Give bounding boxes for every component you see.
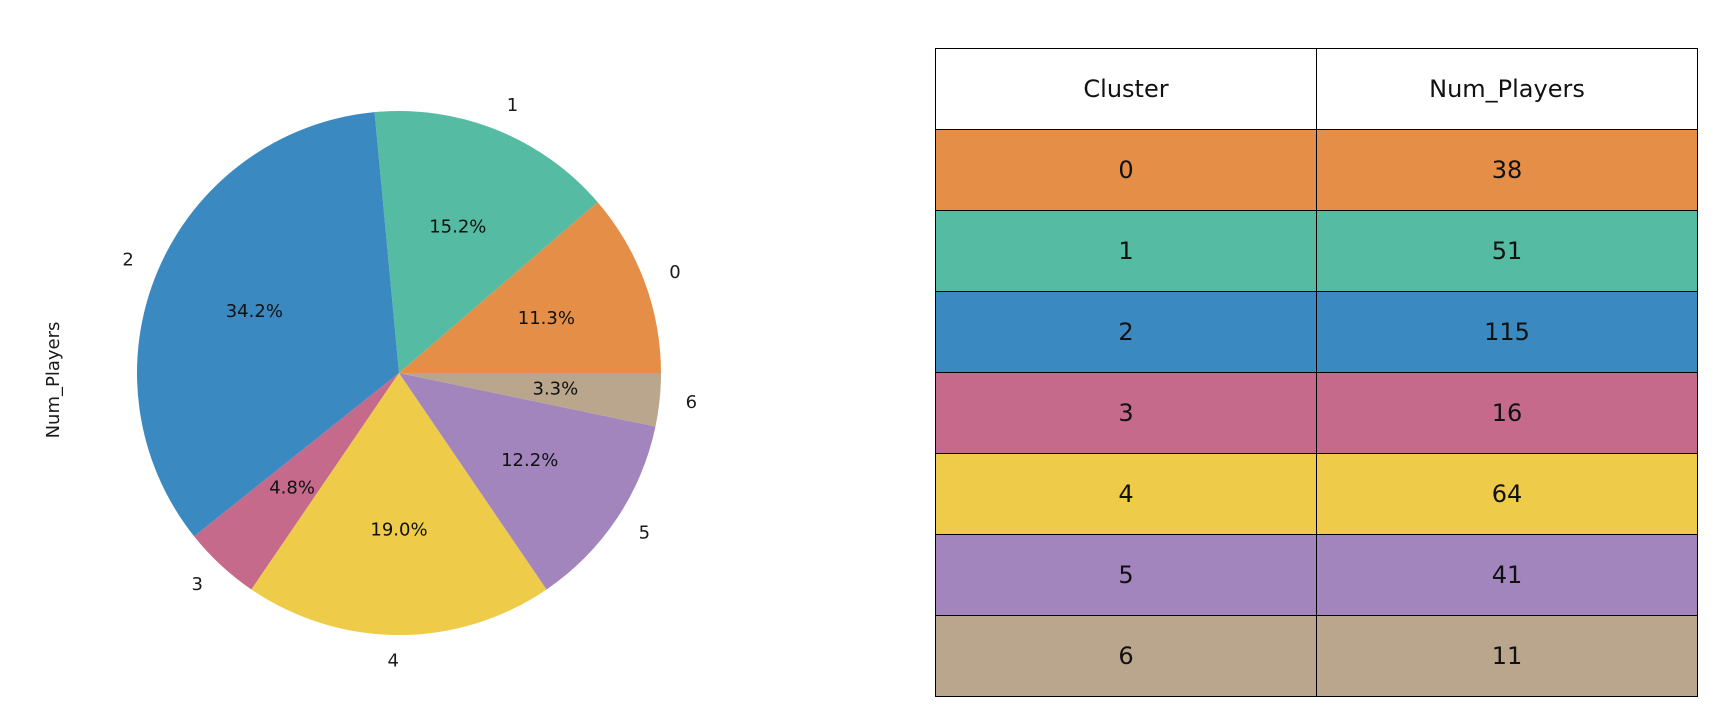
- cell-num-players: 64: [1316, 453, 1698, 535]
- cell-num-players: 16: [1316, 372, 1698, 454]
- header-num-players: Num_Players: [1316, 48, 1698, 130]
- cell-num-players: 115: [1316, 291, 1698, 373]
- pie-percent-label: 11.3%: [518, 308, 575, 329]
- cell-cluster: 5: [935, 534, 1317, 616]
- table-row: 6 11: [935, 615, 1698, 697]
- cell-num-players: 41: [1316, 534, 1698, 616]
- pie-slice-3: [194, 373, 399, 590]
- table-row: 1 51: [935, 210, 1698, 292]
- cell-cluster: 6: [935, 615, 1317, 697]
- table-header-row: Cluster Num_Players: [935, 48, 1698, 130]
- table-row: 4 64: [935, 453, 1698, 535]
- pie-percent-label: 19.0%: [370, 520, 427, 541]
- cell-num-players: 11: [1316, 615, 1698, 697]
- cell-num-players: 51: [1316, 210, 1698, 292]
- pie-chart: Num_Players 0 11.3% 1 15.2% 2 34.2% 3 4.8% 4 19.0…: [43, 95, 697, 672]
- pie-slice-6: [399, 373, 661, 427]
- pie-category-label: 5: [639, 523, 650, 544]
- pie-category-label: 0: [669, 262, 680, 283]
- pie-slice-5: [399, 373, 656, 590]
- cell-cluster: 1: [935, 210, 1317, 292]
- y-axis-label: Num_Players: [43, 322, 64, 439]
- cluster-table: Cluster Num_Players 0 38 1 51 2 115 3 16…: [935, 48, 1698, 697]
- pie-percent-label: 15.2%: [429, 217, 486, 238]
- pie-category-label: 1: [507, 95, 518, 116]
- pie-slice-1: [374, 111, 598, 373]
- table-row: 0 38: [935, 129, 1698, 211]
- pie-percent-label: 4.8%: [269, 478, 315, 499]
- table-row: 3 16: [935, 372, 1698, 454]
- pie-category-label: 4: [388, 651, 399, 672]
- cell-cluster: 0: [935, 129, 1317, 211]
- pie-category-label: 6: [686, 392, 697, 413]
- cell-cluster: 3: [935, 372, 1317, 454]
- pie-percent-label: 12.2%: [501, 450, 558, 471]
- header-cluster: Cluster: [935, 48, 1317, 130]
- cell-cluster: 4: [935, 453, 1317, 535]
- pie-percent-label: 3.3%: [533, 379, 579, 400]
- table-row: 5 41: [935, 534, 1698, 616]
- pie-percent-label: 34.2%: [226, 301, 283, 322]
- cell-num-players: 38: [1316, 129, 1698, 211]
- pie-category-label: 2: [122, 250, 133, 271]
- pie-slice-4: [251, 373, 547, 635]
- pie-category-label: 3: [192, 574, 203, 595]
- pie-slice-2: [137, 112, 399, 537]
- pie-slice-0: [399, 202, 661, 373]
- cell-cluster: 2: [935, 291, 1317, 373]
- table-row: 2 115: [935, 291, 1698, 373]
